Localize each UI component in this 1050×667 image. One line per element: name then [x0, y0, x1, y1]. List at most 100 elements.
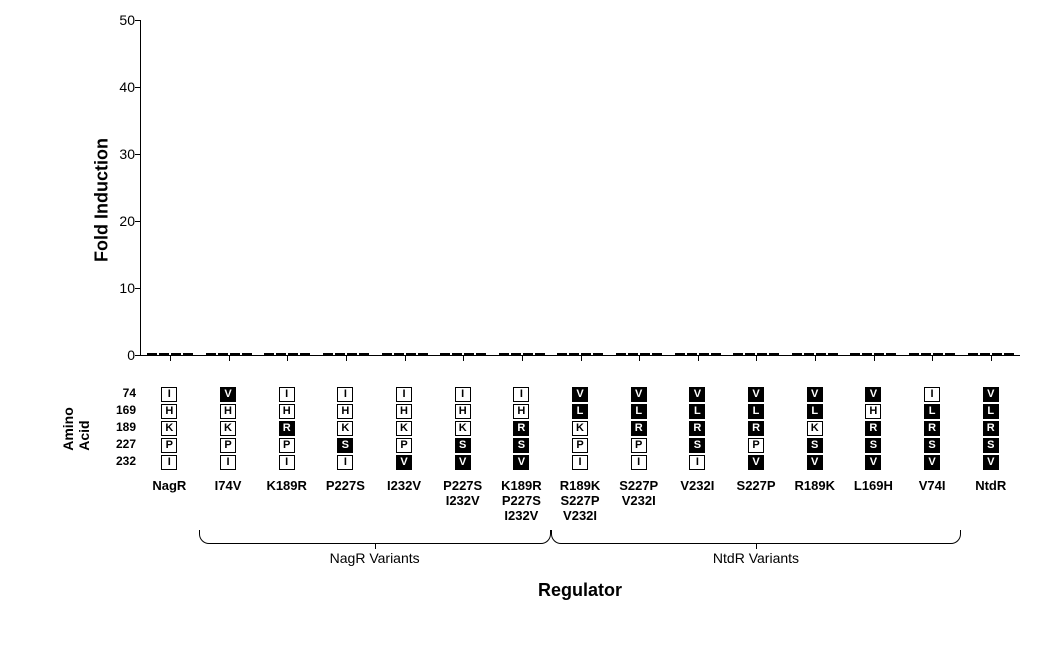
aa-box: I [279, 387, 295, 402]
aa-cell: L [961, 404, 1020, 419]
aa-cell: I [668, 455, 727, 470]
aa-row: 227PPPSPSSPPSPSSSS [140, 437, 1020, 454]
aa-cells: PPPSPSSPPSPSSSS [140, 438, 1020, 453]
aa-box: I [337, 387, 353, 402]
aa-cell: V [433, 455, 492, 470]
aa-cell: V [785, 387, 844, 402]
aa-cell: S [316, 438, 375, 453]
aa-box: R [513, 421, 529, 436]
aa-box: L [807, 404, 823, 419]
aa-position-label: 189 [104, 420, 136, 434]
bar [452, 353, 462, 355]
y-tick-label: 50 [107, 12, 135, 28]
aa-box: K [220, 421, 236, 436]
aa-position-label: 227 [104, 437, 136, 451]
aa-box: L [748, 404, 764, 419]
aa-box: I [455, 387, 471, 402]
bar [300, 353, 310, 355]
bar [230, 353, 240, 355]
aa-cell: P [199, 438, 258, 453]
aa-cell: V [844, 455, 903, 470]
aa-cell: V [727, 455, 786, 470]
aa-cell: R [492, 421, 551, 436]
aa-box: I [337, 455, 353, 470]
bar [593, 353, 603, 355]
aa-box: H [513, 404, 529, 419]
aa-cell: H [257, 404, 316, 419]
bar [147, 353, 157, 355]
aa-position-label: 169 [104, 403, 136, 417]
aa-box: K [396, 421, 412, 436]
y-tick [135, 154, 141, 155]
bar [183, 353, 193, 355]
variant-brace: NtdR Variants [551, 530, 962, 544]
aa-cell: K [316, 421, 375, 436]
x-tick [874, 355, 875, 361]
x-tick [463, 355, 464, 361]
variant-brace-label: NagR Variants [200, 550, 550, 566]
aa-cell: V [727, 387, 786, 402]
aa-box: P [279, 438, 295, 453]
aa-cell: V [199, 387, 258, 402]
bar [1004, 353, 1014, 355]
regulator-label: R189KS227PV232I [551, 479, 610, 524]
plot: 01020304050 [140, 20, 1020, 356]
bar [968, 353, 978, 355]
bar [687, 353, 697, 355]
bar [921, 353, 931, 355]
aa-cell: P [727, 438, 786, 453]
aa-box: V [455, 455, 471, 470]
aa-box: P [748, 438, 764, 453]
aa-cells: HHHHHHHLLLLLHLL [140, 404, 1020, 419]
aa-position-label: 232 [104, 454, 136, 468]
regulator-label: NtdR [961, 479, 1020, 524]
aa-box: R [631, 421, 647, 436]
bar [440, 353, 450, 355]
aa-cell: I [903, 387, 962, 402]
x-tick [581, 355, 582, 361]
aa-box: P [161, 438, 177, 453]
y-tick-label: 10 [107, 280, 135, 296]
aa-box: L [631, 404, 647, 419]
x-axis-label: Regulator [140, 580, 1020, 601]
aa-cell: H [375, 404, 434, 419]
aa-cell: V [375, 455, 434, 470]
aa-cell: R [903, 421, 962, 436]
bar [264, 353, 274, 355]
aa-box: P [396, 438, 412, 453]
bar [159, 353, 169, 355]
bar [874, 353, 884, 355]
x-tick [991, 355, 992, 361]
aa-box: V [983, 455, 999, 470]
amino-acid-table: AminoAcid 74IVIIIIIVVVVVVIV169HHHHHHHLLL… [140, 386, 1020, 471]
regulator-label: S227PV232I [609, 479, 668, 524]
aa-cell: I [140, 387, 199, 402]
aa-cell: V [609, 387, 668, 402]
aa-box: H [396, 404, 412, 419]
aa-position-label: 74 [104, 386, 136, 400]
aa-cell: V [668, 387, 727, 402]
aa-box: V [865, 387, 881, 402]
aa-box: H [161, 404, 177, 419]
x-tick [346, 355, 347, 361]
bar [323, 353, 333, 355]
bar [980, 353, 990, 355]
aa-cell: L [668, 404, 727, 419]
bar [382, 353, 392, 355]
aa-cell: H [199, 404, 258, 419]
bar [675, 353, 685, 355]
y-tick [135, 288, 141, 289]
aa-box: V [572, 387, 588, 402]
aa-cell: I [492, 387, 551, 402]
aa-cell: K [199, 421, 258, 436]
aa-box: L [572, 404, 588, 419]
aa-cell: L [551, 404, 610, 419]
bar [347, 353, 357, 355]
regulator-label: R189K [785, 479, 844, 524]
aa-cell: V [551, 387, 610, 402]
aa-box: I [631, 455, 647, 470]
bar [335, 353, 345, 355]
bar [769, 353, 779, 355]
y-tick-label: 40 [107, 79, 135, 95]
aa-row: 74IVIIIIIVVVVVVIV [140, 386, 1020, 403]
